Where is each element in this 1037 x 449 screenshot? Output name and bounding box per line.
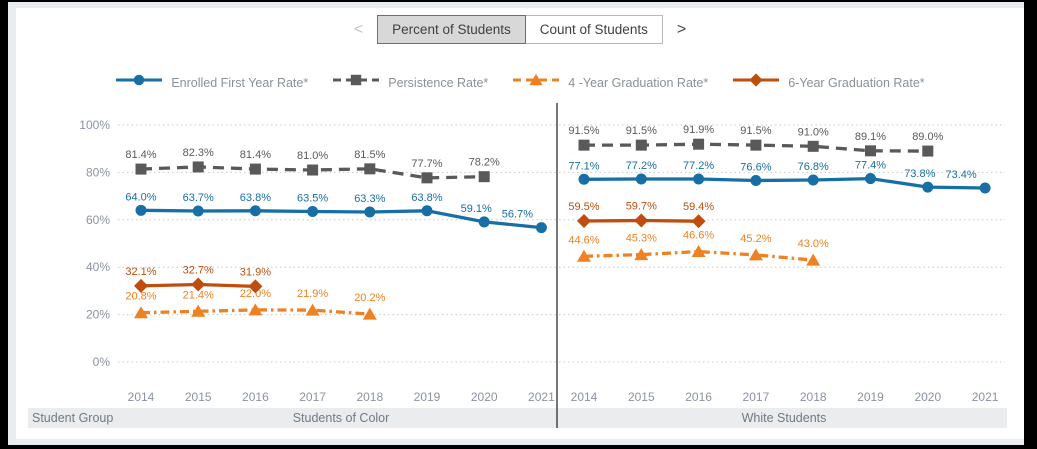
svg-text:2019: 2019 <box>857 390 884 404</box>
svg-text:77.7%: 77.7% <box>411 158 442 170</box>
svg-text:63.5%: 63.5% <box>297 193 328 205</box>
svg-text:40%: 40% <box>86 260 110 274</box>
svg-text:2020: 2020 <box>914 390 941 404</box>
chart-legend: Enrolled First Year Rate* Persistence Ra… <box>16 72 1024 93</box>
svg-text:2021: 2021 <box>528 390 555 404</box>
chart-card: < Percent of Students Count of Students … <box>16 8 1024 439</box>
svg-text:59.1%: 59.1% <box>461 203 492 215</box>
svg-text:63.3%: 63.3% <box>354 193 385 205</box>
svg-text:60%: 60% <box>86 213 110 227</box>
svg-text:81.4%: 81.4% <box>240 149 271 161</box>
legend-item-persistence-rate[interactable]: Persistence Rate* <box>332 72 488 93</box>
svg-text:2014: 2014 <box>128 390 155 404</box>
legend-item-4-year-graduation-rate[interactable]: 4 -Year Graduation Rate* <box>512 72 708 93</box>
svg-text:59.7%: 59.7% <box>626 201 657 213</box>
svg-text:59.4%: 59.4% <box>683 201 714 213</box>
tab-count-of-students[interactable]: Count of Students <box>525 15 663 44</box>
line-diamond-marker-icon <box>732 72 780 93</box>
svg-text:44.6%: 44.6% <box>568 234 599 246</box>
svg-text:91.5%: 91.5% <box>568 125 599 137</box>
svg-text:59.5%: 59.5% <box>568 201 599 213</box>
view-toggle-group: Percent of Students Count of Students <box>377 15 663 44</box>
svg-text:2017: 2017 <box>743 390 770 404</box>
svg-text:77.4%: 77.4% <box>855 160 886 172</box>
svg-text:2016: 2016 <box>242 390 269 404</box>
svg-text:2014: 2014 <box>571 390 598 404</box>
svg-text:63.7%: 63.7% <box>183 192 214 204</box>
svg-text:45.2%: 45.2% <box>740 233 771 245</box>
svg-text:20.8%: 20.8% <box>125 291 156 303</box>
svg-text:56.7%: 56.7% <box>502 209 533 221</box>
svg-text:20%: 20% <box>86 308 110 322</box>
svg-text:0%: 0% <box>93 355 111 369</box>
legend-label: 6-Year Graduation Rate* <box>788 75 925 90</box>
svg-text:73.4%: 73.4% <box>945 169 976 181</box>
svg-text:32.7%: 32.7% <box>183 265 214 277</box>
tab-percent-of-students[interactable]: Percent of Students <box>377 15 526 44</box>
svg-text:63.8%: 63.8% <box>240 192 271 204</box>
svg-text:31.9%: 31.9% <box>240 266 271 278</box>
svg-text:20.2%: 20.2% <box>354 292 385 304</box>
svg-text:81.4%: 81.4% <box>125 149 156 161</box>
svg-text:76.6%: 76.6% <box>740 161 771 173</box>
dashed-line-square-marker-icon <box>332 72 380 93</box>
svg-text:2015: 2015 <box>185 390 212 404</box>
svg-text:2018: 2018 <box>356 390 383 404</box>
svg-text:77.2%: 77.2% <box>626 160 657 172</box>
view-toggle-toolbar: < Percent of Students Count of Students … <box>16 15 1024 44</box>
svg-text:73.8%: 73.8% <box>904 168 935 180</box>
svg-text:2020: 2020 <box>471 390 498 404</box>
svg-text:91.5%: 91.5% <box>626 125 657 137</box>
svg-text:81.5%: 81.5% <box>354 149 385 161</box>
legend-label: 4 -Year Graduation Rate* <box>568 75 709 90</box>
svg-text:81.0%: 81.0% <box>297 150 328 162</box>
svg-text:2018: 2018 <box>800 390 827 404</box>
legend-item-6-year-graduation-rate[interactable]: 6-Year Graduation Rate* <box>732 72 925 93</box>
panel-label-students-of-color: Students of Color <box>292 411 390 425</box>
outer-frame: < Percent of Students Count of Students … <box>8 2 1024 445</box>
svg-text:78.2%: 78.2% <box>469 157 500 169</box>
svg-text:2016: 2016 <box>685 390 712 404</box>
svg-text:100%: 100% <box>79 118 110 132</box>
svg-text:2017: 2017 <box>299 390 326 404</box>
svg-text:89.1%: 89.1% <box>855 131 886 143</box>
svg-text:2021: 2021 <box>972 390 999 404</box>
svg-text:22.0%: 22.0% <box>240 288 271 300</box>
svg-text:91.5%: 91.5% <box>740 125 771 137</box>
chevron-left-icon[interactable]: < <box>353 20 364 38</box>
row-label-student-group: Student Group <box>32 411 114 425</box>
svg-text:80%: 80% <box>86 165 110 179</box>
svg-text:91.0%: 91.0% <box>798 126 829 138</box>
student-group-band: Student Group Students of Color White St… <box>28 408 1007 428</box>
svg-text:89.0%: 89.0% <box>912 131 943 143</box>
dashed-line-triangle-marker-icon <box>512 72 560 93</box>
svg-text:2015: 2015 <box>628 390 655 404</box>
line-circle-marker-icon <box>115 72 163 93</box>
legend-label: Persistence Rate* <box>388 75 489 90</box>
svg-text:64.0%: 64.0% <box>125 191 156 203</box>
svg-text:2019: 2019 <box>414 390 441 404</box>
svg-text:45.3%: 45.3% <box>626 233 657 245</box>
svg-text:91.9%: 91.9% <box>683 124 714 136</box>
svg-text:21.4%: 21.4% <box>183 289 214 301</box>
chevron-right-icon[interactable]: > <box>676 20 687 38</box>
svg-text:82.3%: 82.3% <box>183 147 214 159</box>
svg-text:77.1%: 77.1% <box>568 160 599 172</box>
svg-text:63.8%: 63.8% <box>411 192 442 204</box>
svg-text:77.2%: 77.2% <box>683 160 714 172</box>
svg-text:76.8%: 76.8% <box>798 161 829 173</box>
legend-item-enrolled-first-year-rate[interactable]: Enrolled First Year Rate* <box>115 72 308 93</box>
svg-text:46.6%: 46.6% <box>683 230 714 242</box>
panel-label-white-students: White Students <box>741 411 827 425</box>
svg-text:21.9%: 21.9% <box>297 288 328 300</box>
svg-text:43.0%: 43.0% <box>798 238 829 250</box>
svg-text:32.1%: 32.1% <box>125 266 156 278</box>
legend-label: Enrolled First Year Rate* <box>171 75 309 90</box>
